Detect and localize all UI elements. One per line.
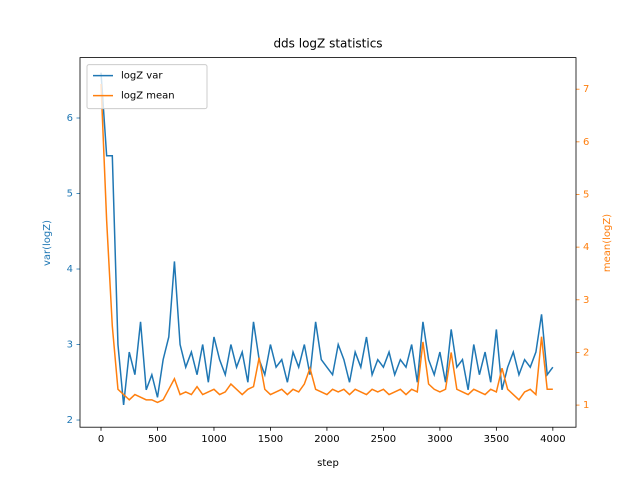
x-tick-label: 2500 [371,434,396,445]
x-tick-label: 1000 [201,434,226,445]
y2-axis-label: mean(logZ) [602,214,613,272]
x-tick-label: 2000 [314,434,339,445]
series-line [100,72,554,406]
plot-frame [79,57,577,428]
legend-label: logZ var [121,71,163,82]
legend-label: logZ mean [121,91,175,102]
x-tick-label: 0 [98,434,104,445]
y-tick-label: 4 [67,264,73,275]
x-tick-label: 3500 [484,434,509,445]
y2-tick-label: 6 [583,137,589,148]
y-tick-label: 3 [67,340,73,351]
y-tick-label: 5 [67,189,73,200]
series-line [100,83,553,404]
y-tick-label: 6 [67,113,73,124]
x-tick-label: 1500 [258,434,283,445]
y2-tick-label: 4 [583,242,589,253]
y2-tick-label: 2 [583,347,589,358]
y2-tick-label: 7 [583,84,589,95]
x-axis-label: step [317,458,339,469]
y-axis-label: var(logZ) [42,220,53,266]
x-tick-label: 3000 [427,434,452,445]
y2-tick-label: 1 [583,400,589,411]
legend-box [86,64,208,110]
y2-tick-label: 5 [583,189,589,200]
chart-title: dds logZ statistics [273,37,382,51]
y2-tick-label: 3 [583,295,589,306]
y-tick-label: 2 [67,415,73,426]
x-tick-label: 4000 [540,434,565,445]
x-tick-label: 500 [148,434,167,445]
